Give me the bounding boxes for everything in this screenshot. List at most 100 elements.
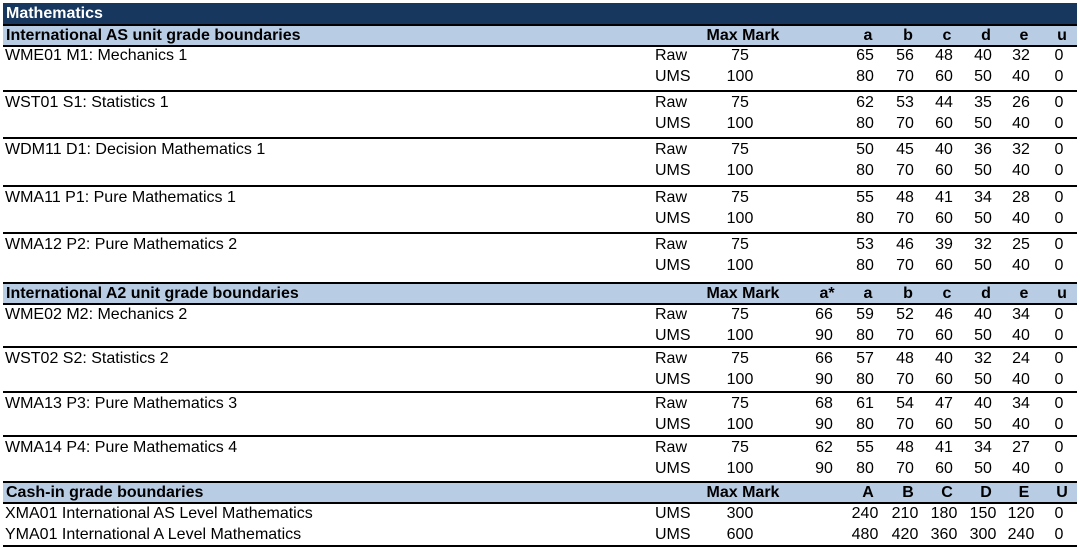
grade-c: 48 bbox=[935, 47, 953, 64]
table-row: UMS 100 80 70 60 50 40 0 bbox=[0, 208, 1080, 229]
grade-a: 80 bbox=[856, 415, 874, 433]
grade-c: 180 bbox=[930, 505, 958, 522]
mark-type: Raw bbox=[655, 47, 688, 64]
grade-u: 0 bbox=[1054, 141, 1064, 159]
as-header-a: a bbox=[863, 27, 873, 44]
grade-b: 70 bbox=[896, 327, 914, 344]
grade-u: 0 bbox=[1054, 256, 1064, 274]
grade-astar: 62 bbox=[815, 438, 833, 456]
grade-u: 0 bbox=[1054, 350, 1064, 368]
grade-a: 62 bbox=[856, 94, 874, 112]
grade-d: 32 bbox=[974, 235, 992, 253]
grade-b: 70 bbox=[896, 256, 914, 274]
grade-d: 50 bbox=[974, 327, 992, 344]
a2-header-max-mark: Max Mark bbox=[706, 285, 780, 302]
table-row: WST01 S1: Statistics 1 Raw 75 62 53 44 35 26 0 bbox=[0, 92, 1080, 113]
max-mark: 75 bbox=[731, 350, 749, 368]
grade-b: 210 bbox=[891, 505, 919, 522]
table-row: WME01 M1: Mechanics 1 Raw 75 65 56 48 40 32 0 bbox=[0, 45, 1080, 66]
unit-name: WMA14 P4: Pure Mathematics 4 bbox=[5, 438, 238, 456]
grade-a: 55 bbox=[856, 188, 874, 206]
table-row: WDM11 D1: Decision Mathematics 1 Raw 75 50 4… bbox=[0, 139, 1080, 160]
mark-type: UMS bbox=[655, 209, 691, 227]
max-mark: 75 bbox=[731, 306, 749, 323]
mark-type: Raw bbox=[655, 235, 688, 253]
grade-b: 48 bbox=[896, 350, 914, 368]
mark-type: UMS bbox=[655, 505, 691, 522]
grade-u: 0 bbox=[1054, 47, 1064, 64]
unit-name: WDM11 D1: Decision Mathematics 1 bbox=[5, 141, 266, 159]
max-mark: 300 bbox=[726, 505, 754, 522]
grade-u: 0 bbox=[1054, 459, 1064, 477]
grade-a: 57 bbox=[856, 350, 874, 368]
max-mark: 100 bbox=[726, 68, 754, 85]
a2-section-header: International A2 unit grade boundaries M… bbox=[3, 282, 1077, 305]
grade-e: 27 bbox=[1012, 438, 1030, 456]
mark-type: Raw bbox=[655, 94, 688, 112]
table-row: UMS 100 80 70 60 50 40 0 bbox=[0, 255, 1080, 276]
table-row: UMS 100 90 80 70 60 50 40 0 bbox=[0, 369, 1080, 390]
grade-astar: 90 bbox=[815, 459, 833, 477]
grade-a: 50 bbox=[856, 141, 874, 159]
grade-c: 60 bbox=[935, 327, 953, 344]
grade-a: 80 bbox=[856, 162, 874, 180]
table-row: UMS 100 80 70 60 50 40 0 bbox=[0, 113, 1080, 134]
mark-type: UMS bbox=[655, 162, 691, 180]
grade-d: 35 bbox=[974, 94, 992, 112]
grade-d: 32 bbox=[974, 350, 992, 368]
a2-header-astar: a* bbox=[819, 285, 835, 302]
grade-c: 40 bbox=[935, 141, 953, 159]
max-mark: 75 bbox=[731, 188, 749, 206]
as-header-max-mark: Max Mark bbox=[706, 27, 780, 44]
mark-type: UMS bbox=[655, 459, 691, 477]
cashin-header-u: U bbox=[1056, 484, 1068, 501]
as-header-label: International AS unit grade boundaries bbox=[6, 27, 301, 44]
as-section-header: International AS unit grade boundaries M… bbox=[3, 24, 1077, 47]
unit-name: WMA11 P1: Pure Mathematics 1 bbox=[5, 188, 236, 206]
qualification-name: YMA01 International A Level Mathematics bbox=[5, 526, 302, 543]
grade-c: 60 bbox=[935, 115, 953, 133]
table-row: WME02 M2: Mechanics 2 Raw 75 66 59 52 46 40 34 0 bbox=[0, 304, 1080, 325]
grade-b: 420 bbox=[891, 526, 919, 543]
grade-astar: 66 bbox=[815, 306, 833, 323]
row-divider bbox=[3, 184, 1077, 187]
grade-b: 70 bbox=[896, 415, 914, 433]
cashin-header-e: E bbox=[1018, 484, 1030, 501]
max-mark: 600 bbox=[726, 526, 754, 543]
mark-type: UMS bbox=[655, 256, 691, 274]
table-row: UMS 100 90 80 70 60 50 40 0 bbox=[0, 325, 1080, 346]
grade-d: 50 bbox=[974, 415, 992, 433]
grade-c: 46 bbox=[935, 306, 953, 323]
grade-d: 40 bbox=[974, 47, 992, 64]
mark-type: UMS bbox=[655, 115, 691, 133]
as-header-e: e bbox=[1019, 27, 1029, 44]
grade-e: 120 bbox=[1007, 505, 1035, 522]
max-mark: 75 bbox=[731, 47, 749, 64]
grade-b: 70 bbox=[896, 115, 914, 133]
max-mark: 100 bbox=[726, 415, 754, 433]
max-mark: 75 bbox=[731, 141, 749, 159]
grade-e: 40 bbox=[1012, 209, 1030, 227]
grade-a: 53 bbox=[856, 235, 874, 253]
row-divider bbox=[3, 231, 1077, 234]
qualification-name: XMA01 International AS Level Mathematics bbox=[5, 505, 313, 522]
grade-u: 0 bbox=[1054, 209, 1064, 227]
row-divider bbox=[3, 90, 1077, 93]
grade-c: 60 bbox=[935, 162, 953, 180]
grade-c: 60 bbox=[935, 256, 953, 274]
table-row: UMS 100 90 80 70 60 50 40 0 bbox=[0, 458, 1080, 479]
grade-d: 50 bbox=[974, 459, 992, 477]
grade-e: 40 bbox=[1012, 68, 1030, 85]
grade-u: 0 bbox=[1054, 162, 1064, 180]
grade-c: 60 bbox=[935, 371, 953, 389]
a2-header-label: International A2 unit grade boundaries bbox=[6, 285, 299, 302]
grade-a: 80 bbox=[856, 209, 874, 227]
grade-b: 70 bbox=[896, 371, 914, 389]
cashin-header-max-mark: Max Mark bbox=[706, 484, 780, 501]
grade-c: 40 bbox=[935, 350, 953, 368]
grade-u: 0 bbox=[1054, 415, 1064, 433]
max-mark: 75 bbox=[731, 394, 749, 412]
grade-b: 53 bbox=[896, 94, 914, 112]
cashin-header-label: Cash-in grade boundaries bbox=[6, 484, 204, 501]
max-mark: 100 bbox=[726, 327, 754, 344]
